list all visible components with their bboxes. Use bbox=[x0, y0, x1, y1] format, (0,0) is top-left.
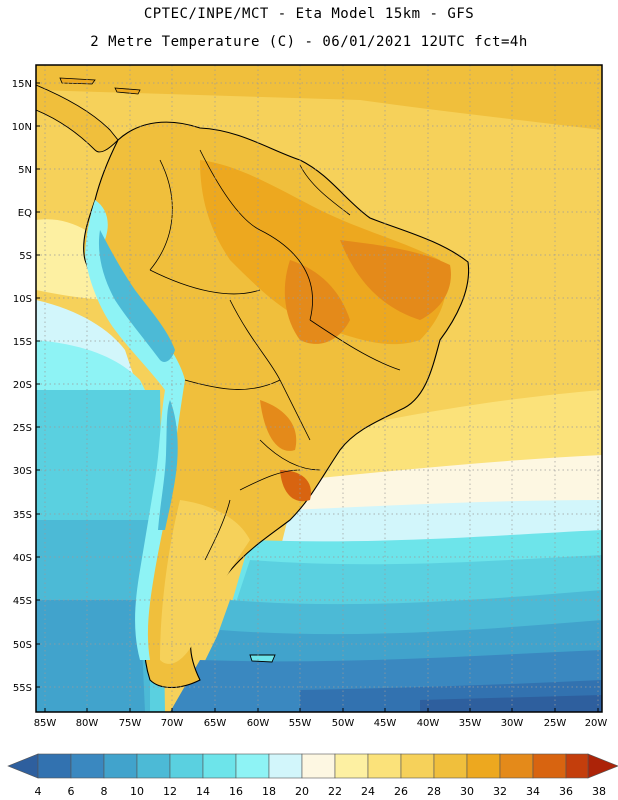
colorbar-cell-5 bbox=[169, 753, 204, 779]
colorbar-cell-1 bbox=[37, 753, 72, 779]
colorbar-label-22: 22 bbox=[328, 785, 342, 798]
colorbar-cell-7 bbox=[235, 753, 270, 779]
colorbar-label-8: 8 bbox=[101, 785, 108, 798]
colorbar-cell-11 bbox=[367, 753, 402, 779]
lon-label-30w: 30W bbox=[501, 718, 524, 729]
lat-label-10s: 10S bbox=[13, 294, 32, 305]
lon-label-20w: 20W bbox=[585, 718, 608, 729]
colorbar-cell-16 bbox=[532, 753, 567, 779]
lat-label-35s: 35S bbox=[13, 510, 32, 521]
lat-label-55s: 55S bbox=[13, 683, 32, 694]
colorbar-label-16: 16 bbox=[229, 785, 243, 798]
colorbar-label-32: 32 bbox=[493, 785, 507, 798]
colorbar-cell-14 bbox=[466, 753, 501, 779]
lat-label-15n: 15N bbox=[12, 79, 32, 90]
colorbar-label-18: 18 bbox=[262, 785, 276, 798]
lat-label-30s: 30S bbox=[13, 466, 32, 477]
lat-label-20s: 20S bbox=[13, 380, 32, 391]
lon-label-80w: 80W bbox=[76, 718, 99, 729]
colorbar-cell-9 bbox=[301, 753, 336, 779]
lat-label-eq: EQ bbox=[18, 208, 32, 219]
lon-label-50w: 50W bbox=[332, 718, 355, 729]
lon-label-70w: 70W bbox=[161, 718, 184, 729]
lat-label-5n: 5N bbox=[18, 165, 32, 176]
lon-label-60w: 60W bbox=[247, 718, 270, 729]
lat-label-45s: 45S bbox=[13, 596, 32, 607]
colorbar-label-10: 10 bbox=[130, 785, 144, 798]
colorbar-label-28: 28 bbox=[427, 785, 441, 798]
chart-title-line-1: CPTEC/INPE/MCT - Eta Model 15km - GFS bbox=[143, 6, 475, 22]
longitude-axis: 85W 80W 75W 70W 65W 60W 55W 50W 45W 40W … bbox=[34, 708, 608, 729]
colorbar-label-30: 30 bbox=[460, 785, 474, 798]
latitude-axis: 15N 10N 5N EQ 5S 10S 15S 20S 25S 30S 35S… bbox=[12, 79, 40, 694]
colorbar-label-26: 26 bbox=[394, 785, 408, 798]
country-borders bbox=[149, 149, 401, 561]
colorbar-cell-15 bbox=[499, 753, 534, 779]
lon-label-45w: 45W bbox=[374, 718, 397, 729]
colorbar: 4 6 8 10 12 14 16 18 20 22 24 26 28 30 3… bbox=[7, 753, 618, 798]
lon-label-65w: 65W bbox=[204, 718, 227, 729]
colorbar-cell-13 bbox=[433, 753, 468, 779]
lon-label-55w: 55W bbox=[289, 718, 312, 729]
colorbar-min-arrow bbox=[7, 753, 39, 779]
lat-label-50s: 50S bbox=[13, 640, 32, 651]
temperature-field bbox=[36, 65, 602, 712]
colorbar-label-24: 24 bbox=[361, 785, 375, 798]
colorbar-cell-2 bbox=[70, 753, 105, 779]
lat-label-40s: 40S bbox=[13, 553, 32, 564]
lat-label-5s: 5S bbox=[19, 251, 32, 262]
colorbar-cell-10 bbox=[334, 753, 369, 779]
map-frame bbox=[35, 64, 603, 713]
colorbar-cell-4 bbox=[136, 753, 171, 779]
lon-label-25w: 25W bbox=[544, 718, 567, 729]
lat-label-15s: 15S bbox=[13, 337, 32, 348]
chart-title-line-2: 2 Metre Temperature (C) - 06/01/2021 12U… bbox=[90, 34, 528, 50]
lon-label-35w: 35W bbox=[459, 718, 482, 729]
lon-label-40w: 40W bbox=[417, 718, 440, 729]
colorbar-label-14: 14 bbox=[196, 785, 210, 798]
colorbar-label-36: 36 bbox=[559, 785, 573, 798]
colorbar-label-34: 34 bbox=[526, 785, 540, 798]
lon-label-85w: 85W bbox=[34, 718, 57, 729]
colorbar-label-4: 4 bbox=[35, 785, 42, 798]
colorbar-label-38: 38 bbox=[592, 785, 606, 798]
lat-label-10n: 10N bbox=[12, 122, 32, 133]
colorbar-label-12: 12 bbox=[163, 785, 177, 798]
lat-label-25s: 25S bbox=[13, 423, 32, 434]
colorbar-cell-12 bbox=[400, 753, 435, 779]
colorbar-cell-17 bbox=[565, 753, 589, 779]
colorbar-label-6: 6 bbox=[68, 785, 75, 798]
colorbar-cell-8 bbox=[268, 753, 303, 779]
colorbar-max-arrow bbox=[587, 753, 618, 779]
colorbar-label-20: 20 bbox=[295, 785, 309, 798]
colorbar-cell-6 bbox=[202, 753, 237, 779]
lon-label-75w: 75W bbox=[119, 718, 142, 729]
colorbar-cell-3 bbox=[103, 753, 138, 779]
